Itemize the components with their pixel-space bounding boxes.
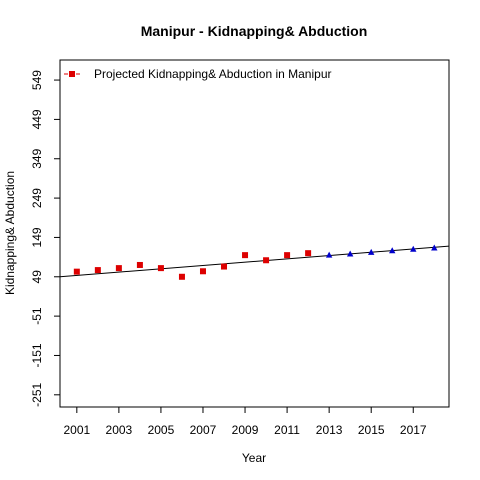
data-point-observed [73, 268, 80, 275]
legend-marker [69, 71, 75, 77]
data-point-projected [431, 244, 438, 251]
x-tick-label: 2001 [63, 423, 90, 437]
data-point-projected [389, 247, 396, 254]
data-point-projected [410, 245, 417, 252]
data-point-observed [115, 265, 122, 272]
data-point-observed [221, 263, 228, 270]
data-point-projected [346, 250, 354, 257]
y-tick-label: 349 [30, 148, 44, 168]
x-tick-label: 2003 [106, 423, 133, 437]
x-tick-label: 2011 [274, 423, 300, 437]
x-axis-label: Year [242, 451, 266, 465]
y-tick-label: 149 [30, 227, 44, 247]
y-tick-label: 549 [30, 70, 44, 90]
x-tick-label: 2009 [232, 423, 259, 437]
y-axis: -251 -151 -51 49 149 249 349 449 549 [30, 70, 60, 407]
data-point-projected [325, 251, 333, 258]
y-tick-label: -51 [30, 307, 44, 325]
trend-line-group [59, 245, 450, 278]
y-tick-label: 249 [30, 188, 44, 208]
y-tick-label: 49 [30, 270, 44, 284]
trend-line [59, 245, 450, 278]
data-point-observed [263, 257, 270, 264]
x-tick-label: 2007 [190, 423, 217, 437]
x-tick-label: 2005 [148, 423, 175, 437]
chart-title: Manipur - Kidnapping& Abduction [141, 23, 368, 39]
y-tick-label: -251 [30, 382, 44, 406]
data-point-observed [94, 267, 101, 274]
plot-frame [59, 59, 450, 408]
y-tick-label: -151 [30, 343, 44, 367]
data-point-observed [199, 268, 206, 275]
legend-label: Projected Kidnapping& Abduction in Manip… [94, 67, 332, 81]
data-point-observed [136, 261, 143, 268]
x-tick-label: 2013 [316, 423, 343, 437]
x-axis: 2001 2003 2005 2007 2009 2011 2013 2015 2017 [63, 407, 427, 437]
data-point-projected [368, 248, 375, 255]
data-point-observed [157, 265, 164, 272]
data-point-observed [178, 273, 185, 280]
x-tick-label: 2017 [400, 423, 427, 437]
data-point-observed [284, 252, 291, 259]
data-points [73, 244, 438, 280]
y-tick-label: 449 [30, 109, 44, 129]
x-tick-label: 2015 [358, 423, 385, 437]
data-point-observed [242, 252, 249, 259]
y-axis-label: Kidnapping& Abduction [3, 171, 17, 295]
data-point-observed [305, 250, 312, 257]
legend: Projected Kidnapping& Abduction in Manip… [64, 67, 332, 81]
